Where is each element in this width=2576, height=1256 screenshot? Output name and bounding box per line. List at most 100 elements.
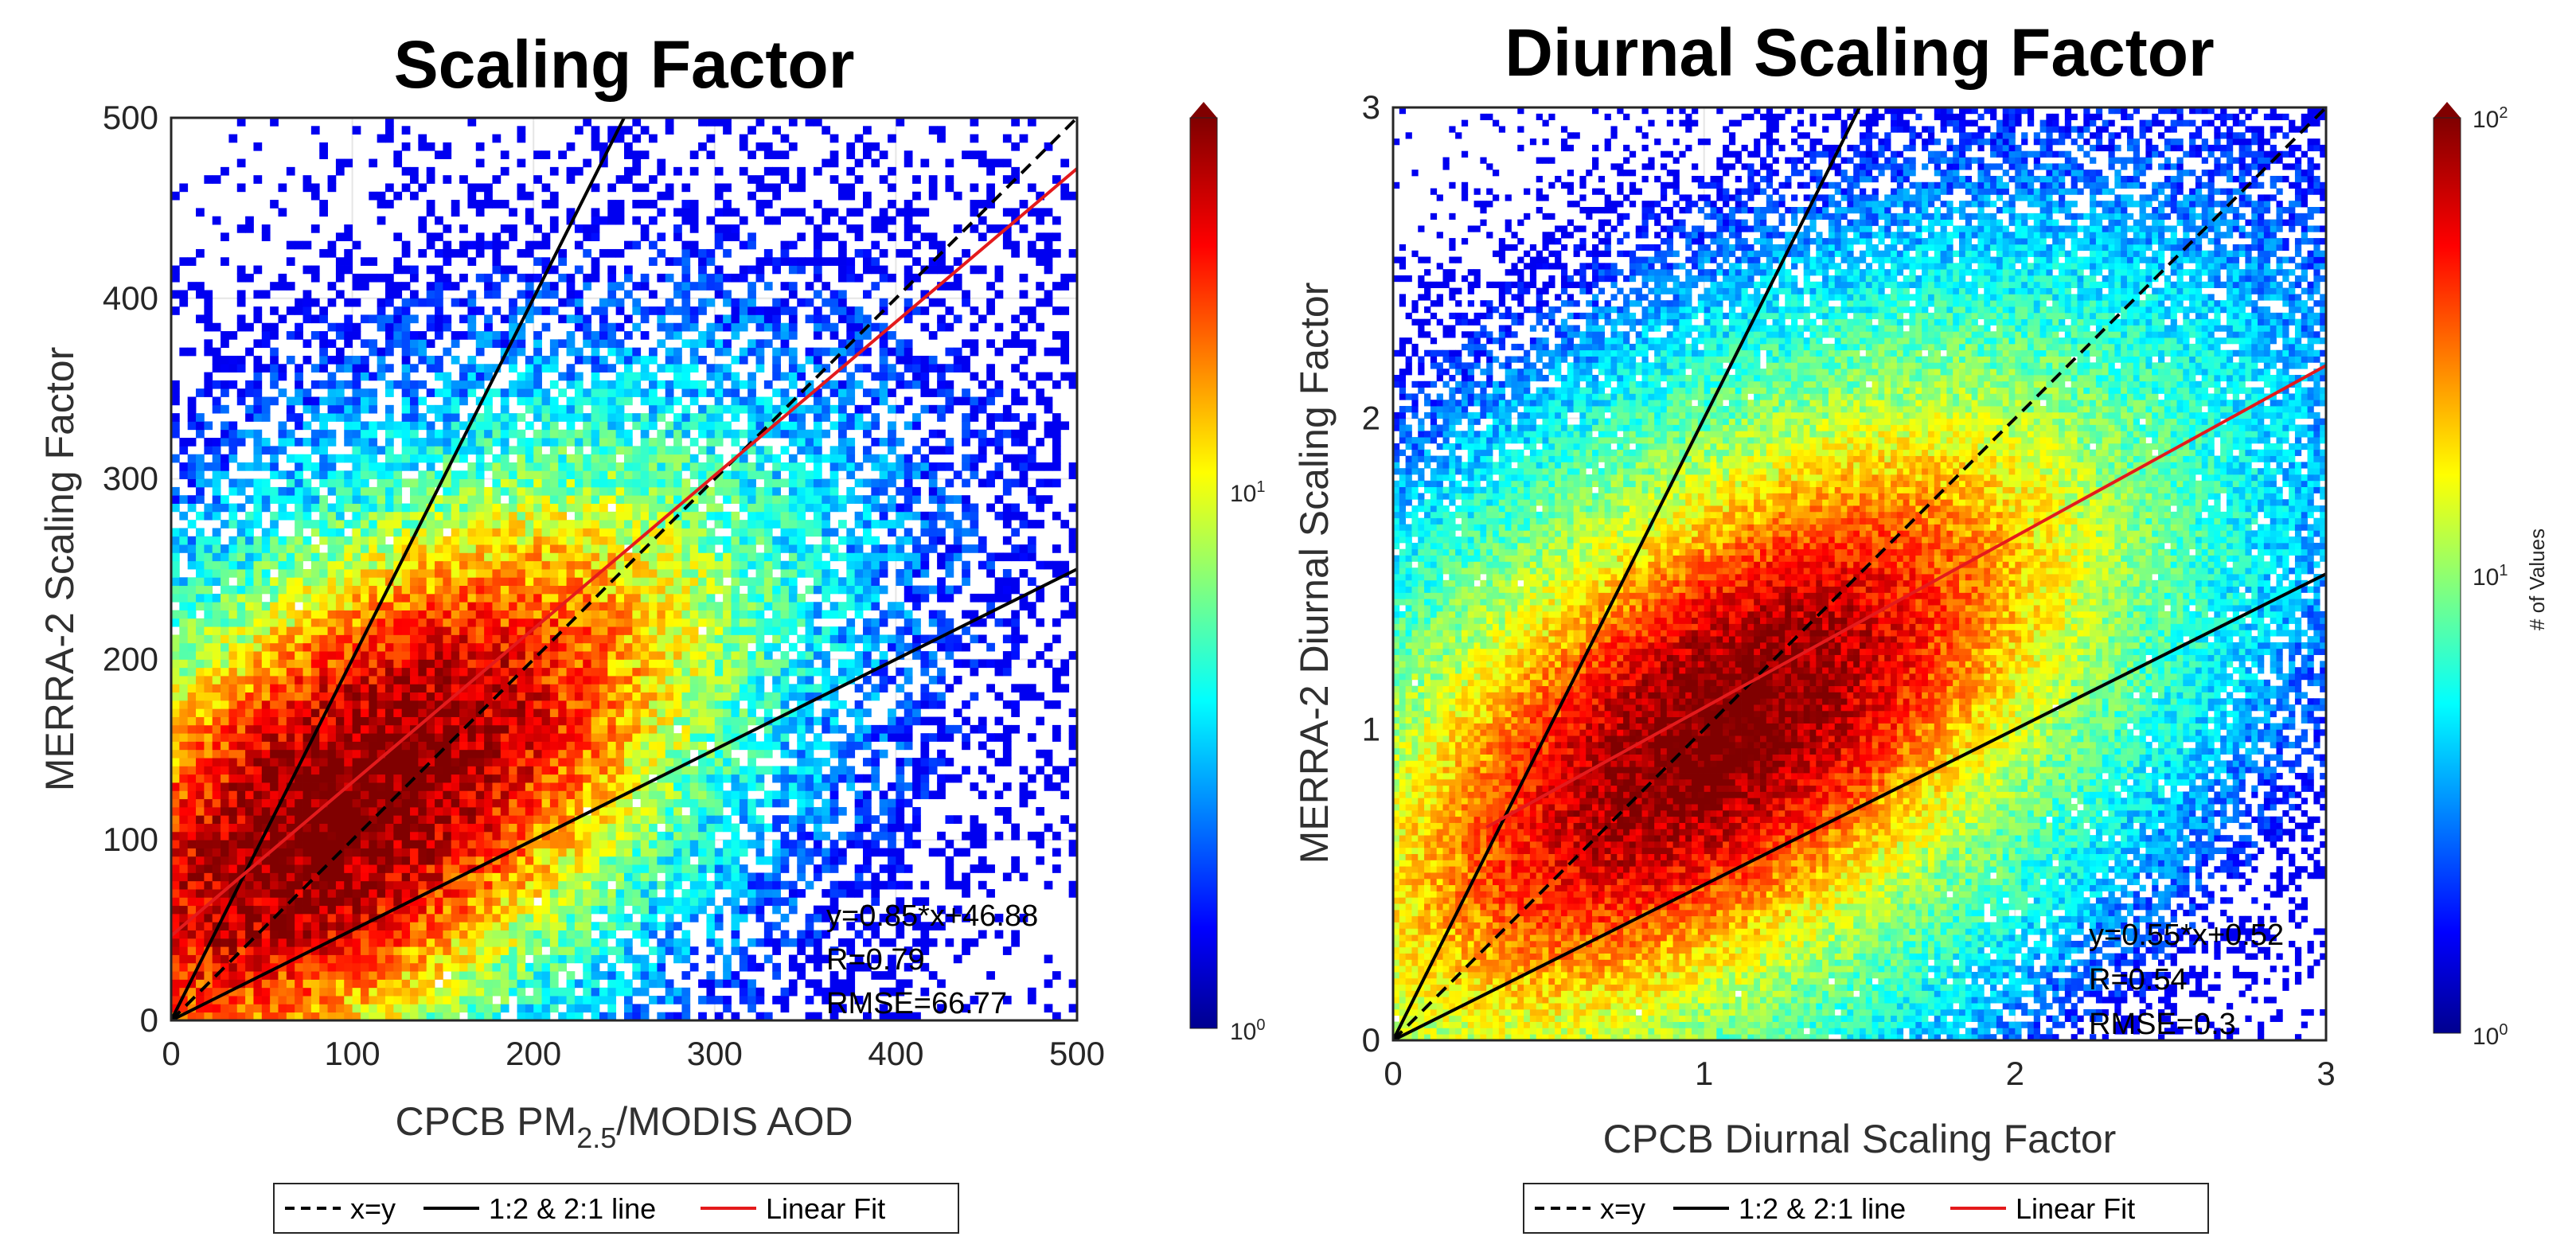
heat-cell (649, 511, 658, 521)
heat-cell (418, 503, 427, 513)
heat-cell (228, 716, 238, 726)
heat-cell (278, 618, 287, 627)
heat-cell (525, 676, 534, 685)
heat-cell (615, 938, 625, 947)
heat-cell (484, 872, 493, 882)
heat-cell (443, 642, 452, 652)
heat-cell (484, 798, 493, 808)
heat-cell (179, 840, 189, 848)
heat-cell (335, 577, 345, 587)
heat-cell (500, 790, 509, 800)
heat-cell (212, 626, 221, 635)
heat-cell (179, 708, 189, 717)
heat-cell (270, 577, 279, 587)
heat-cell (492, 634, 502, 644)
heat-cell (435, 331, 443, 340)
heat-cell (435, 922, 443, 930)
heat-cell (187, 257, 197, 266)
heat-cell (533, 290, 542, 299)
heat-cell (525, 758, 534, 766)
heat-cell (228, 454, 238, 463)
heat-cell (344, 248, 353, 258)
heat-cell (236, 864, 246, 873)
heat-cell (500, 224, 509, 233)
heat-cell (352, 593, 361, 603)
heat-cell (270, 306, 279, 315)
heat-cell (451, 758, 460, 766)
heat-cell (459, 708, 468, 717)
heat-cell (245, 216, 254, 225)
heat-cell (401, 126, 411, 135)
heat-cell (509, 446, 517, 455)
heat-cell (319, 536, 328, 545)
heat-cell (302, 659, 312, 669)
heat-cell (615, 840, 625, 848)
heat-cell (278, 774, 287, 783)
heat-cell (533, 642, 542, 652)
heat-cell (607, 200, 617, 209)
heat-cell (261, 684, 271, 693)
heat-cell (443, 913, 452, 922)
heat-cell (467, 774, 477, 783)
heat-cell (583, 331, 592, 340)
heat-cell (384, 938, 394, 947)
heat-cell (484, 815, 493, 824)
heat-cell (171, 634, 180, 644)
heat-cell (624, 840, 633, 848)
heat-cell (319, 642, 328, 652)
heat-cell (360, 733, 369, 742)
heat-cell (295, 462, 303, 471)
heat-cell (418, 897, 427, 907)
heat-cell (171, 996, 180, 1004)
heat-cell (393, 962, 403, 972)
heat-cell (171, 380, 180, 389)
heat-cell (435, 536, 443, 545)
heat-cell (187, 946, 197, 955)
heat-cell (632, 708, 642, 717)
heat-cell (187, 634, 197, 644)
heat-cell (649, 897, 658, 907)
heat-cell (583, 758, 592, 766)
heat-cell (393, 724, 403, 734)
heat-cell (541, 585, 551, 595)
heat-cell (418, 930, 427, 939)
heat-cell (196, 913, 205, 922)
heat-cell (599, 996, 608, 1004)
heat-cell (393, 749, 403, 759)
heat-cell (566, 462, 576, 471)
heat-cell (327, 872, 337, 882)
heat-cell (352, 528, 361, 537)
heat-cell (517, 158, 526, 168)
heat-cell (640, 667, 650, 677)
heat-cell (360, 741, 369, 751)
heat-cell (278, 676, 287, 685)
heat-cell (310, 987, 320, 997)
heat-cell (451, 478, 460, 488)
heat-cell (204, 749, 213, 759)
heat-cell (377, 544, 386, 553)
heat-cell (228, 848, 238, 857)
heat-cell (583, 692, 592, 701)
heat-cell (566, 175, 576, 184)
heat-cell (369, 372, 378, 381)
heat-cell (352, 380, 361, 389)
heat-cell (435, 306, 443, 315)
heat-cell (549, 404, 559, 414)
heat-cell (475, 987, 485, 997)
heat-cell (261, 889, 271, 898)
heat-cell (319, 815, 328, 824)
heat-cell (286, 954, 295, 964)
heat-cell (245, 971, 254, 980)
heat-cell (509, 815, 517, 824)
heat-cell (377, 642, 386, 652)
heat-cell (295, 667, 303, 677)
heat-cell (228, 585, 238, 595)
heat-cell (401, 560, 411, 570)
heat-cell (253, 823, 263, 833)
heat-cell (500, 470, 509, 479)
heat-cell (335, 864, 345, 873)
heat-cell (475, 560, 485, 570)
heat-cell (171, 840, 180, 848)
heat-cell (270, 659, 279, 669)
heat-cell (599, 626, 608, 635)
